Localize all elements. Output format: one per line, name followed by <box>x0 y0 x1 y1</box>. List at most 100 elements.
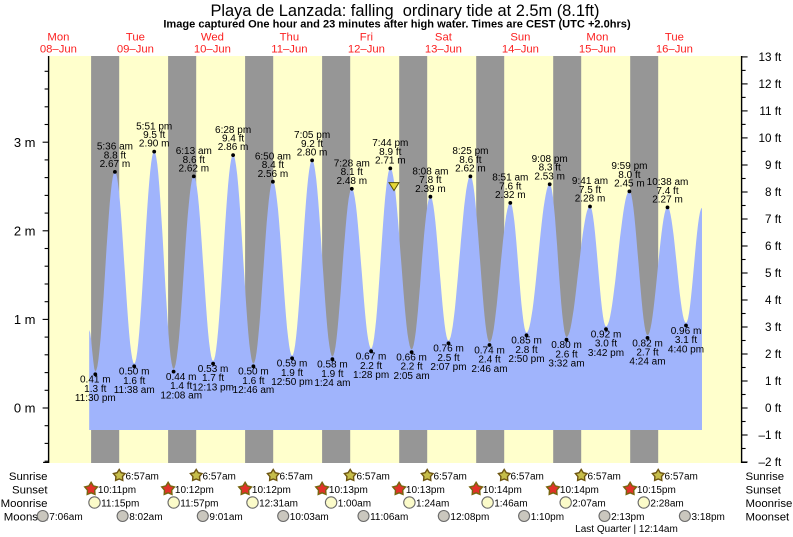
svg-text:0.58 m: 0.58 m <box>317 360 348 371</box>
svg-text:2.4 ft: 2.4 ft <box>478 355 500 366</box>
svg-text:2:05 am: 2:05 am <box>394 371 430 382</box>
svg-text:16–Jun: 16–Jun <box>656 44 693 56</box>
svg-text:10:13pm: 10:13pm <box>329 485 368 496</box>
svg-text:2.80 m: 2.80 m <box>297 148 328 159</box>
svg-text:9.4 ft: 9.4 ft <box>222 134 244 145</box>
svg-text:2.53 m: 2.53 m <box>534 171 565 182</box>
svg-text:1.4 ft: 1.4 ft <box>170 381 192 392</box>
svg-text:Sunset: Sunset <box>746 485 782 497</box>
svg-text:6:57am: 6:57am <box>280 471 313 482</box>
svg-text:13 ft: 13 ft <box>759 51 782 64</box>
svg-text:11:15pm: 11:15pm <box>101 498 139 509</box>
svg-text:11:57pm: 11:57pm <box>180 498 218 509</box>
svg-text:Fri: Fri <box>360 32 373 44</box>
svg-text:Moonrise: Moonrise <box>746 498 793 510</box>
svg-text:10:15pm: 10:15pm <box>637 485 676 496</box>
svg-text:2:28am: 2:28am <box>650 498 683 509</box>
svg-text:6:57am: 6:57am <box>665 471 698 482</box>
svg-text:8:25 pm: 8:25 pm <box>452 146 488 157</box>
svg-text:9:01am: 9:01am <box>209 512 242 523</box>
svg-text:2.8 ft: 2.8 ft <box>515 345 537 356</box>
svg-text:10:14pm: 10:14pm <box>483 485 522 496</box>
svg-text:3:42 pm: 3:42 pm <box>588 348 624 359</box>
svg-text:11:06am: 11:06am <box>370 512 408 523</box>
svg-text:10 ft: 10 ft <box>759 132 782 145</box>
svg-text:2.2 ft: 2.2 ft <box>400 362 422 373</box>
svg-text:2:07 pm: 2:07 pm <box>430 362 466 373</box>
svg-text:12 ft: 12 ft <box>759 78 782 91</box>
svg-text:1.9 ft: 1.9 ft <box>281 368 303 379</box>
svg-text:6:57am: 6:57am <box>126 471 159 482</box>
svg-text:11:38 am: 11:38 am <box>114 385 155 396</box>
svg-text:2.71 m: 2.71 m <box>375 156 406 167</box>
svg-text:2:50 pm: 2:50 pm <box>508 354 544 365</box>
svg-text:2:07am: 2:07am <box>572 498 605 509</box>
svg-text:2 m: 2 m <box>14 224 36 239</box>
svg-text:5 ft: 5 ft <box>765 267 782 280</box>
svg-text:6:57am: 6:57am <box>511 471 544 482</box>
svg-text:9 ft: 9 ft <box>765 159 782 172</box>
svg-text:2.2 ft: 2.2 ft <box>360 361 382 372</box>
svg-text:10:14pm: 10:14pm <box>560 485 599 496</box>
svg-text:1.3 ft: 1.3 ft <box>84 384 106 395</box>
svg-text:08–Jun: 08–Jun <box>40 44 77 56</box>
svg-text:8:02am: 8:02am <box>129 512 162 523</box>
svg-text:7.6 ft: 7.6 ft <box>499 181 521 192</box>
svg-text:0.50 m: 0.50 m <box>119 367 150 378</box>
svg-text:Tue: Tue <box>665 32 684 44</box>
svg-text:5:51 pm: 5:51 pm <box>136 121 172 132</box>
svg-text:8.9 ft: 8.9 ft <box>379 147 401 158</box>
svg-text:9.2 ft: 9.2 ft <box>301 139 323 150</box>
svg-text:1.9 ft: 1.9 ft <box>321 369 343 380</box>
svg-text:0.59 m: 0.59 m <box>277 359 308 370</box>
svg-text:8.0 ft: 8.0 ft <box>618 170 640 181</box>
svg-text:12:08pm: 12:08pm <box>450 512 489 523</box>
svg-text:13–Jun: 13–Jun <box>425 44 462 56</box>
svg-text:0.76 m: 0.76 m <box>433 344 464 355</box>
svg-text:10–Jun: 10–Jun <box>194 44 231 56</box>
svg-text:Moonset: Moonset <box>746 512 791 524</box>
svg-text:1:28 pm: 1:28 pm <box>353 370 389 381</box>
svg-text:Sunrise: Sunrise <box>9 471 48 483</box>
svg-text:2 ft: 2 ft <box>765 348 782 361</box>
svg-text:10:12pm: 10:12pm <box>175 485 214 496</box>
svg-text:0.53 m: 0.53 m <box>198 364 229 375</box>
svg-text:10:38 am: 10:38 am <box>647 177 689 188</box>
svg-text:6:50 am: 6:50 am <box>255 151 291 162</box>
svg-text:Last Quarter | 12:14am: Last Quarter | 12:14am <box>575 524 678 535</box>
svg-text:8.6 ft: 8.6 ft <box>459 155 481 166</box>
svg-text:1 m: 1 m <box>14 312 36 327</box>
svg-text:Mon: Mon <box>47 32 69 44</box>
svg-text:0.41 m: 0.41 m <box>80 375 111 386</box>
svg-text:6:57am: 6:57am <box>357 471 390 482</box>
svg-text:12:50 pm: 12:50 pm <box>271 377 313 388</box>
svg-text:2:13pm: 2:13pm <box>611 512 644 523</box>
svg-text:2.6 ft: 2.6 ft <box>555 349 577 360</box>
svg-text:3:18pm: 3:18pm <box>692 512 725 523</box>
svg-text:7.4 ft: 7.4 ft <box>656 186 678 197</box>
svg-text:–1 ft: –1 ft <box>759 429 782 442</box>
svg-text:8.8 ft: 8.8 ft <box>104 150 126 161</box>
svg-text:2.48 m: 2.48 m <box>337 176 368 187</box>
svg-text:0.44 m: 0.44 m <box>166 372 197 383</box>
svg-text:8:08 am: 8:08 am <box>412 166 448 177</box>
svg-text:Mon: Mon <box>586 32 608 44</box>
svg-text:6:57am: 6:57am <box>203 471 236 482</box>
svg-text:Sunset: Sunset <box>12 485 48 497</box>
svg-text:0.85 m: 0.85 m <box>511 336 542 347</box>
svg-text:2.90 m: 2.90 m <box>139 139 170 150</box>
svg-text:1.6 ft: 1.6 ft <box>242 376 264 387</box>
svg-text:8.3 ft: 8.3 ft <box>539 163 561 174</box>
svg-text:09–Jun: 09–Jun <box>117 44 154 56</box>
svg-text:2.28 m: 2.28 m <box>575 194 606 205</box>
svg-text:1:00am: 1:00am <box>338 498 371 509</box>
svg-text:0.67 m: 0.67 m <box>356 352 387 363</box>
svg-text:7.8 ft: 7.8 ft <box>419 175 441 186</box>
svg-text:6:28 pm: 6:28 pm <box>215 125 251 136</box>
svg-text:2.32 m: 2.32 m <box>495 190 526 201</box>
svg-text:4:24 am: 4:24 am <box>629 357 665 368</box>
svg-text:–2 ft: –2 ft <box>759 456 782 469</box>
svg-text:8.6 ft: 8.6 ft <box>183 155 205 166</box>
svg-text:9:08 pm: 9:08 pm <box>532 154 568 165</box>
svg-text:1.6 ft: 1.6 ft <box>123 376 145 387</box>
